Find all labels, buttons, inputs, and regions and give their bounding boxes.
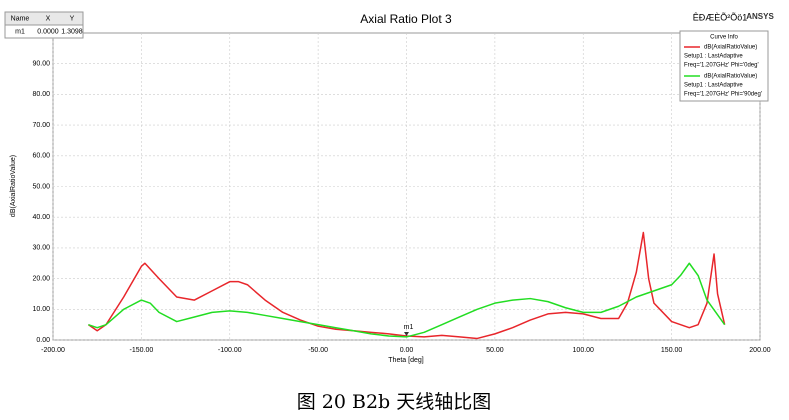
x-tick-label: 100.00: [573, 347, 595, 354]
y-tick-label: 60.00: [32, 153, 50, 160]
corner-text: ÊÐÆÈÕ²Õö1: [693, 12, 748, 22]
marker-label: m1: [404, 324, 414, 331]
chart-title: Axial Ratio Plot 3: [360, 12, 452, 26]
legend-params: Freq='1.207GHz' Phi='0deg': [684, 63, 759, 69]
y-tick-label: 80.00: [32, 91, 50, 98]
table-header: Name: [11, 15, 30, 22]
legend-setup: Setup1 : LastAdaptive: [684, 54, 743, 60]
y-axis-label: dB(AxialRatioValue): [10, 155, 17, 217]
legend-label: dB(AxialRatioValue): [704, 45, 757, 51]
x-tick-label: 0.00: [400, 347, 414, 354]
x-tick-label: 50.00: [486, 347, 504, 354]
y-tick-label: 30.00: [32, 245, 50, 252]
table-cell: 1.3098: [61, 28, 83, 35]
table-header: X: [46, 15, 51, 22]
legend-label: dB(AxialRatioValue): [704, 74, 757, 80]
y-tick-label: 50.00: [32, 183, 50, 190]
legend-setup: Setup1 : LastAdaptive: [684, 83, 743, 89]
y-tick-label: 40.00: [32, 214, 50, 221]
x-axis-label: Theta [deg]: [388, 357, 423, 364]
data-line: [88, 262, 726, 338]
table-header: Y: [70, 15, 75, 22]
x-tick-label: 200.00: [749, 347, 771, 354]
x-tick-label: -50.00: [308, 347, 328, 354]
legend-title: Curve Info: [710, 35, 738, 41]
legend-params: Freq='1.207GHz' Phi='90deg': [684, 92, 762, 98]
y-tick-label: 0.00: [36, 337, 50, 344]
y-tick-label: 20.00: [32, 275, 50, 282]
x-tick-label: -200.00: [41, 347, 65, 354]
x-tick-label: 150.00: [661, 347, 683, 354]
legend: [679, 30, 769, 102]
table-cell: m1: [15, 28, 25, 35]
x-tick-label: -100.00: [218, 347, 242, 354]
y-tick-label: 90.00: [32, 61, 50, 68]
caption: 图 20 B2b 天线轴比图: [297, 391, 492, 413]
table-cell: 0.0000: [37, 28, 59, 35]
y-tick-label: 10.00: [32, 306, 50, 313]
y-tick-label: 70.00: [32, 122, 50, 129]
x-tick-label: -150.00: [130, 347, 154, 354]
brand: ANSYS: [746, 12, 774, 21]
marker-table-header: [4, 11, 84, 26]
marker: [404, 331, 409, 336]
data-line: [87, 231, 726, 340]
